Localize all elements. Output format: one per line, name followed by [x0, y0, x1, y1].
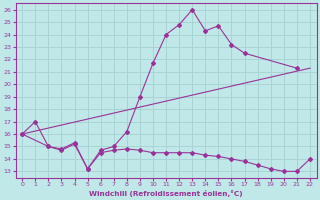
X-axis label: Windchill (Refroidissement éolien,°C): Windchill (Refroidissement éolien,°C): [89, 190, 243, 197]
